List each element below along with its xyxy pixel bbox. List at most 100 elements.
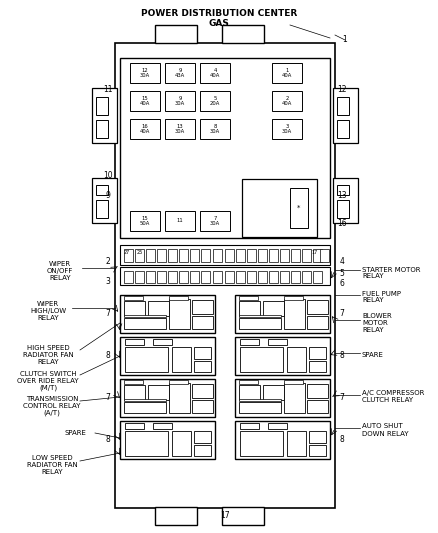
Bar: [124, 318, 166, 329]
Bar: [240, 423, 259, 430]
Bar: [157, 249, 166, 262]
Text: 4: 4: [339, 256, 344, 265]
Bar: [168, 271, 177, 283]
Bar: [120, 267, 330, 285]
Bar: [240, 338, 259, 345]
Bar: [124, 379, 143, 384]
Text: 1
40A: 1 40A: [282, 68, 292, 78]
Bar: [222, 25, 264, 43]
Bar: [287, 431, 306, 456]
Bar: [200, 91, 230, 111]
Bar: [280, 249, 289, 262]
Text: TRANSMISSION
CONTROL RELAY
(A/T): TRANSMISSION CONTROL RELAY (A/T): [23, 395, 81, 416]
Bar: [236, 271, 245, 283]
Bar: [130, 211, 160, 231]
Bar: [201, 249, 210, 262]
Text: 13: 13: [337, 191, 347, 200]
Bar: [124, 271, 133, 283]
Text: FUEL PUMP
RELAY: FUEL PUMP RELAY: [362, 290, 401, 303]
Bar: [291, 249, 300, 262]
Text: 25: 25: [137, 251, 143, 255]
Bar: [124, 296, 143, 300]
Bar: [242, 179, 317, 237]
Text: HIGH SPEED
RADIATOR FAN
RELAY: HIGH SPEED RADIATOR FAN RELAY: [23, 345, 74, 365]
Bar: [96, 200, 108, 218]
Bar: [269, 249, 278, 262]
Bar: [307, 316, 328, 329]
Bar: [148, 384, 169, 400]
Text: POWER DISTRIBUTION CENTER: POWER DISTRIBUTION CENTER: [141, 9, 297, 18]
Text: LOW SPEED
RADIATOR FAN
RELAY: LOW SPEED RADIATOR FAN RELAY: [27, 455, 78, 475]
Bar: [247, 271, 256, 283]
Bar: [263, 384, 284, 400]
Bar: [130, 91, 160, 111]
Text: 9: 9: [106, 191, 110, 200]
Text: 8: 8: [339, 351, 344, 359]
Bar: [240, 431, 283, 456]
Text: *: *: [297, 205, 301, 211]
Text: BLOWER
MOTOR
RELAY: BLOWER MOTOR RELAY: [362, 313, 392, 333]
Text: 7: 7: [339, 392, 344, 401]
Bar: [192, 300, 213, 314]
Text: 7: 7: [106, 309, 110, 318]
Text: 1: 1: [343, 36, 347, 44]
Bar: [258, 271, 267, 283]
Text: 6: 6: [339, 279, 344, 287]
Bar: [155, 25, 197, 43]
Text: 9
43A: 9 43A: [175, 68, 185, 78]
Bar: [235, 337, 330, 375]
Bar: [172, 431, 191, 456]
Bar: [92, 88, 117, 143]
Text: WIPER
HIGH/LOW
RELAY: WIPER HIGH/LOW RELAY: [30, 301, 66, 321]
Bar: [170, 383, 190, 413]
Bar: [165, 63, 195, 83]
Bar: [170, 296, 188, 300]
Bar: [200, 211, 230, 231]
Bar: [320, 249, 329, 262]
Bar: [96, 185, 108, 195]
Text: 17: 17: [220, 511, 230, 520]
Bar: [222, 507, 264, 525]
Bar: [272, 63, 302, 83]
Bar: [239, 296, 258, 300]
Bar: [200, 63, 230, 83]
Bar: [291, 271, 300, 283]
Text: 3: 3: [106, 277, 110, 286]
Text: 17: 17: [312, 251, 318, 255]
Bar: [309, 445, 326, 456]
Bar: [125, 431, 168, 456]
Bar: [124, 249, 133, 262]
Text: 8: 8: [106, 351, 110, 359]
Bar: [307, 300, 328, 314]
Bar: [190, 249, 199, 262]
Bar: [146, 271, 155, 283]
Bar: [268, 338, 287, 345]
Bar: [280, 271, 289, 283]
Text: 15
40A: 15 40A: [140, 95, 150, 107]
Bar: [130, 63, 160, 83]
Text: 11: 11: [177, 219, 184, 223]
Bar: [309, 348, 326, 359]
Bar: [124, 301, 145, 316]
Bar: [337, 120, 349, 138]
Bar: [148, 301, 169, 316]
Bar: [287, 348, 306, 372]
Bar: [194, 431, 211, 443]
Bar: [239, 301, 260, 316]
Bar: [337, 200, 349, 218]
Bar: [192, 316, 213, 329]
Bar: [120, 245, 330, 265]
Text: STARTER MOTOR
RELAY: STARTER MOTOR RELAY: [362, 266, 420, 279]
Bar: [165, 91, 195, 111]
Bar: [309, 360, 326, 372]
Text: 8
30A: 8 30A: [210, 124, 220, 134]
Bar: [130, 119, 160, 139]
Bar: [124, 384, 145, 400]
Bar: [302, 249, 311, 262]
Bar: [302, 271, 311, 283]
Bar: [247, 249, 256, 262]
Text: 13
30A: 13 30A: [175, 124, 185, 134]
Bar: [200, 119, 230, 139]
Bar: [225, 249, 234, 262]
Bar: [258, 249, 267, 262]
